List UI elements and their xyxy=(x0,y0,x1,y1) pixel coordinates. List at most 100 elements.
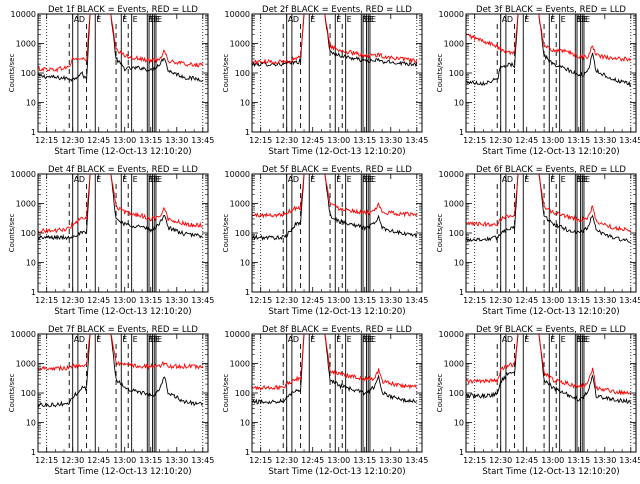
flag-letter: E xyxy=(155,175,160,184)
y-tick-label: 10 xyxy=(240,99,250,108)
y-tick-label: 10000 xyxy=(225,330,250,339)
series-group xyxy=(38,334,204,408)
y-tick-label: 100 xyxy=(449,69,464,78)
flag-letter: E xyxy=(362,175,367,184)
chart-title: Det 2f BLACK = Events, RED = LLD xyxy=(262,5,412,15)
flag-letter: E xyxy=(362,15,367,24)
x-tick-label: 13:45 xyxy=(619,456,640,465)
x-tick-label: 13:00 xyxy=(541,136,564,145)
x-tick-label: 13:30 xyxy=(593,456,616,465)
x-tick-label: 13:15 xyxy=(567,136,590,145)
y-tick-label: 10 xyxy=(26,99,36,108)
x-tick-label: 13:15 xyxy=(567,456,590,465)
flag-letter: E xyxy=(153,175,158,184)
x-tick-label: 13:00 xyxy=(327,296,350,305)
y-axis-label: Counts/sec xyxy=(8,54,16,93)
flag-letter: E xyxy=(122,15,127,24)
x-tick-label: 13:45 xyxy=(191,136,214,145)
y-tick-label: 10 xyxy=(240,419,250,428)
flag-letter: E xyxy=(578,15,583,24)
events-series-line xyxy=(252,14,418,68)
flag-letter: E xyxy=(550,335,555,344)
flag-letter: E xyxy=(310,335,315,344)
x-tick-label: 13:30 xyxy=(593,136,616,145)
flag-letter: E xyxy=(153,335,158,344)
y-tick-label: 100 xyxy=(21,69,36,78)
flag-letter: E xyxy=(367,335,372,344)
flag-letter: E xyxy=(336,335,341,344)
x-tick-label: 12:30 xyxy=(489,136,512,145)
y-axis-label: Counts/sec xyxy=(436,374,444,413)
flag-letter: E xyxy=(524,175,529,184)
x-tick-label: 13:00 xyxy=(327,136,350,145)
chart-title: Det 9f BLACK = Events, RED = LLD xyxy=(476,325,626,335)
y-tick-label: 1 xyxy=(459,448,464,457)
lld-series-line xyxy=(252,334,417,391)
flag-letter: D xyxy=(293,175,299,184)
x-tick-label: 12:15 xyxy=(249,456,272,465)
flag-letter: E xyxy=(585,335,590,344)
x-axis-label: Start Time (12-Oct-13 12:10:20) xyxy=(482,147,619,157)
x-tick-label: 13:00 xyxy=(113,456,136,465)
flag-letter: E xyxy=(150,15,155,24)
x-tick-label: 13:30 xyxy=(165,296,188,305)
flag-letter: E xyxy=(585,15,590,24)
x-tick-label: 13:30 xyxy=(379,296,402,305)
series-group xyxy=(38,174,203,241)
y-tick-label: 1 xyxy=(31,128,36,137)
flag-letter: D xyxy=(293,335,299,344)
flag-letter: E xyxy=(581,15,586,24)
x-tick-label: 12:15 xyxy=(35,456,58,465)
x-tick-label: 13:45 xyxy=(619,296,640,305)
x-tick-label: 13:45 xyxy=(619,136,640,145)
x-tick-label: 13:45 xyxy=(405,296,428,305)
flag-letter: E xyxy=(133,15,138,24)
y-tick-label: 10000 xyxy=(11,330,36,339)
x-tick-label: 12:15 xyxy=(249,136,272,145)
x-tick-label: 12:45 xyxy=(301,296,324,305)
y-tick-label: 1000 xyxy=(230,200,250,209)
series-group xyxy=(252,334,417,405)
flag-letter: A xyxy=(288,175,294,184)
x-tick-label: 12:30 xyxy=(61,136,84,145)
flag-letter: D xyxy=(507,175,513,184)
x-tick-label: 13:15 xyxy=(353,296,376,305)
flag-letter: E xyxy=(157,15,162,24)
flag-letter: A xyxy=(74,335,80,344)
flag-letter: A xyxy=(502,335,508,344)
x-axis-label: Start Time (12-Oct-13 12:10:20) xyxy=(268,467,405,477)
flag-letter: E xyxy=(561,15,566,24)
x-axis-label: Start Time (12-Oct-13 12:10:20) xyxy=(482,307,619,317)
y-axis-label: Counts/sec xyxy=(8,214,16,253)
y-tick-label: 1000 xyxy=(230,40,250,49)
events-series-line xyxy=(38,14,204,83)
y-tick-label: 10 xyxy=(454,259,464,268)
y-tick-label: 10 xyxy=(26,259,36,268)
x-tick-label: 13:30 xyxy=(379,456,402,465)
series-group xyxy=(38,14,204,83)
flag-letter: E xyxy=(157,335,162,344)
y-tick-label: 1 xyxy=(459,288,464,297)
x-tick-label: 13:45 xyxy=(191,456,214,465)
x-tick-label: 13:00 xyxy=(327,456,350,465)
x-tick-label: 13:15 xyxy=(139,456,162,465)
x-tick-label: 13:00 xyxy=(113,296,136,305)
series-group xyxy=(252,174,418,241)
flag-letter: E xyxy=(362,335,367,344)
y-tick-label: 1 xyxy=(31,288,36,297)
events-series-line xyxy=(38,174,203,241)
y-tick-label: 100 xyxy=(235,229,250,238)
x-tick-label: 12:30 xyxy=(489,296,512,305)
y-tick-label: 10 xyxy=(26,419,36,428)
flag-letter: E xyxy=(371,175,376,184)
x-tick-label: 13:45 xyxy=(405,456,428,465)
plot-frame xyxy=(37,333,209,453)
flag-letter: E xyxy=(371,15,376,24)
y-tick-label: 10 xyxy=(240,259,250,268)
lld-series-line xyxy=(466,174,631,233)
x-tick-label: 12:30 xyxy=(275,136,298,145)
